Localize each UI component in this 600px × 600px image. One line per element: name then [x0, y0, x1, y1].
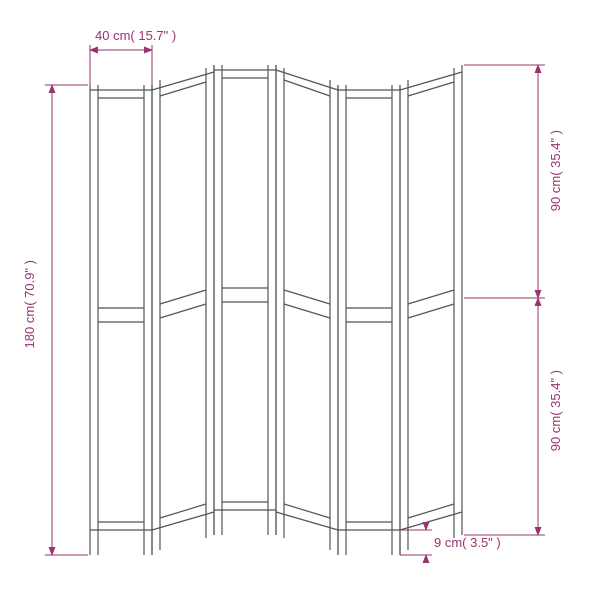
- leg-height-label: 9 cm( 3.5" ): [434, 535, 501, 550]
- panel-6: [400, 65, 462, 555]
- diagram-svg: [0, 0, 600, 600]
- room-divider-drawing: [90, 65, 462, 555]
- lower-section-label: 90 cm( 35.4" ): [548, 370, 563, 451]
- width-label: 40 cm( 15.7" ): [95, 28, 176, 43]
- panel-4: [276, 65, 338, 555]
- panel-1: [90, 85, 152, 555]
- dimension-diagram: 40 cm( 15.7" ) 180 cm( 70.9" ) 90 cm( 35…: [0, 0, 600, 600]
- panel-5: [338, 85, 400, 555]
- upper-section-label: 90 cm( 35.4" ): [548, 130, 563, 211]
- panel-2: [152, 65, 214, 555]
- panel-3: [214, 65, 276, 535]
- height-label: 180 cm( 70.9" ): [22, 260, 37, 348]
- dimension-lines: [45, 45, 545, 560]
